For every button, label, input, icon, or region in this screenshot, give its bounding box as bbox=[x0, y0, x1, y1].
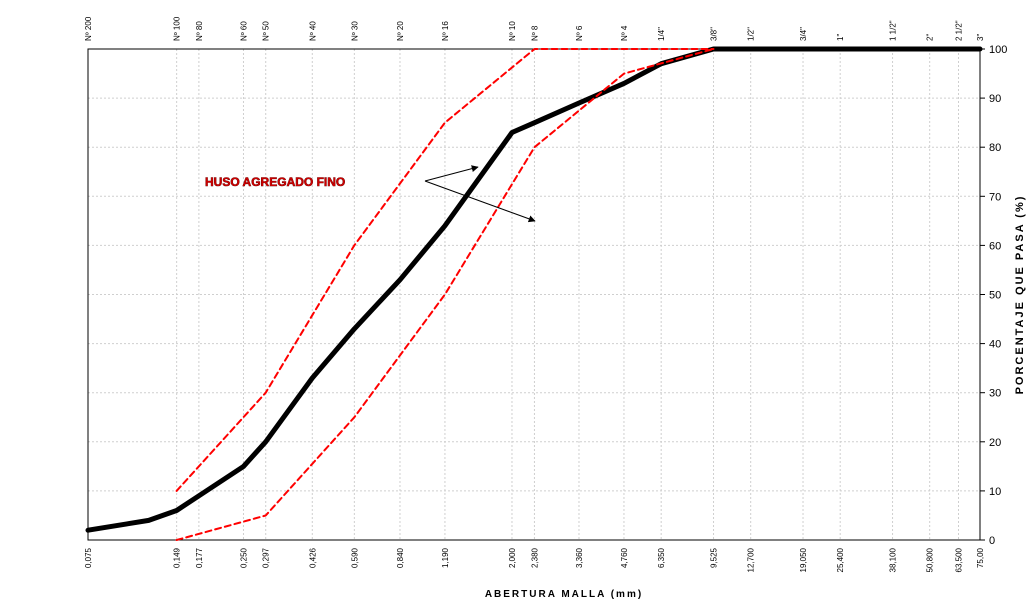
sieve-name-label: 1/2" bbox=[747, 27, 756, 41]
y-tick-label: 30 bbox=[989, 388, 1001, 400]
sieve-name-label: Nº 10 bbox=[508, 21, 517, 41]
y-tick-label: 80 bbox=[989, 142, 1001, 154]
y-axis-title: PORCENTAJE QUE PASA (%) bbox=[1014, 195, 1026, 395]
sieve-name-ticks: Nº 200 Nº 100 Nº 80 Nº 60 Nº 50 Nº 40 Nº 30 Nº … bbox=[84, 16, 985, 41]
y-tick-label: 100 bbox=[989, 44, 1007, 56]
sieve-mm-label: 50,800 bbox=[926, 547, 935, 572]
sieve-mm-label: 3,360 bbox=[575, 547, 584, 568]
annotation-group: HUSO AGREGADO FINO bbox=[205, 165, 536, 223]
sieve-mm-label: 12,700 bbox=[747, 547, 756, 572]
y-tick-label: 60 bbox=[989, 240, 1001, 252]
sieve-name-label: Nº 8 bbox=[530, 25, 539, 41]
sieve-mm-label: 75,00 bbox=[976, 547, 985, 568]
sieve-name-label: Nº 60 bbox=[239, 21, 248, 41]
sieve-mm-label: 25,400 bbox=[836, 547, 845, 572]
sieve-name-label: 3/4" bbox=[799, 27, 808, 41]
sieve-mm-label: 6,350 bbox=[657, 547, 666, 568]
y-tick-label: 40 bbox=[989, 339, 1001, 351]
y-tick-label: 0 bbox=[989, 535, 995, 547]
sieve-mm-label: 9,525 bbox=[710, 547, 719, 568]
sieve-mm-label: 4,760 bbox=[620, 547, 629, 568]
limit-curve-dashed-1 bbox=[175, 48, 715, 492]
sieve-mm-label: 0,250 bbox=[239, 547, 248, 568]
sieve-name-label: Nº 40 bbox=[308, 21, 317, 41]
sieve-mm-label: 0,590 bbox=[350, 547, 359, 568]
sieve-name-label: Nº 200 bbox=[84, 16, 93, 41]
sieve-name-label: Nº 4 bbox=[620, 25, 629, 41]
sieve-name-label: 1" bbox=[836, 34, 845, 41]
sieve-mm-label: 19,050 bbox=[799, 547, 808, 572]
sieve-mm-label: 0,075 bbox=[84, 547, 93, 568]
sieve-mm-ticks: 0,075 0,149 0,177 0,250 0,297 0,426 0,590 0,840… bbox=[84, 547, 985, 572]
sieve-name-label: Nº 30 bbox=[350, 21, 359, 41]
sieve-mm-label: 2,380 bbox=[530, 547, 539, 568]
series-layer bbox=[85, 46, 983, 541]
sieve-mm-label: 0,297 bbox=[262, 547, 271, 568]
sieve-mm-label: 0,426 bbox=[308, 547, 317, 568]
annotation-arrow-lower bbox=[424, 180, 536, 223]
sieve-name-label: Nº 50 bbox=[262, 21, 271, 41]
sieve-name-label: 2" bbox=[926, 34, 935, 41]
sieve-mm-label: 0,149 bbox=[173, 547, 182, 568]
sieve-name-label: Nº 20 bbox=[396, 21, 405, 41]
x-axis-title: ABERTURA MALLA (mm) bbox=[485, 589, 643, 600]
sieve-name-label: 3/8" bbox=[710, 27, 719, 41]
y-tick-label: 70 bbox=[989, 191, 1001, 203]
y-tick-label: 20 bbox=[989, 437, 1001, 449]
sieve-name-label: 1/4" bbox=[657, 27, 666, 41]
sieve-name-label: 2 1/2" bbox=[955, 20, 964, 41]
sieve-mm-label: 2,000 bbox=[508, 547, 517, 568]
sieve-name-label: 1 1/2" bbox=[889, 20, 898, 41]
limit-curve-dashed-2 bbox=[175, 48, 715, 541]
sieve-name-label: Nº 16 bbox=[441, 21, 450, 41]
sieve-mm-label: 1,190 bbox=[441, 547, 450, 568]
y-axis-ticks: 0 10 20 30 40 50 60 70 80 90 100 bbox=[980, 44, 1007, 547]
sieve-name-label: 3" bbox=[976, 34, 985, 41]
y-tick-label: 50 bbox=[989, 290, 1001, 302]
sieve-mm-label: 63,500 bbox=[955, 547, 964, 572]
annotation-label: HUSO AGREGADO FINO bbox=[205, 175, 345, 189]
y-tick-label: 90 bbox=[989, 93, 1001, 105]
grid bbox=[87, 48, 981, 541]
sieve-name-label: Nº 100 bbox=[173, 16, 182, 41]
sieve-name-label: Nº 80 bbox=[195, 21, 204, 41]
sieve-name-label: Nº 6 bbox=[575, 25, 584, 41]
annotation-arrow-upper bbox=[424, 165, 479, 182]
sieve-mm-label: 0,177 bbox=[195, 547, 204, 568]
sieve-mm-label: 0,840 bbox=[396, 547, 405, 568]
y-tick-label: 10 bbox=[989, 486, 1001, 498]
sieve-mm-label: 38,100 bbox=[889, 547, 898, 572]
